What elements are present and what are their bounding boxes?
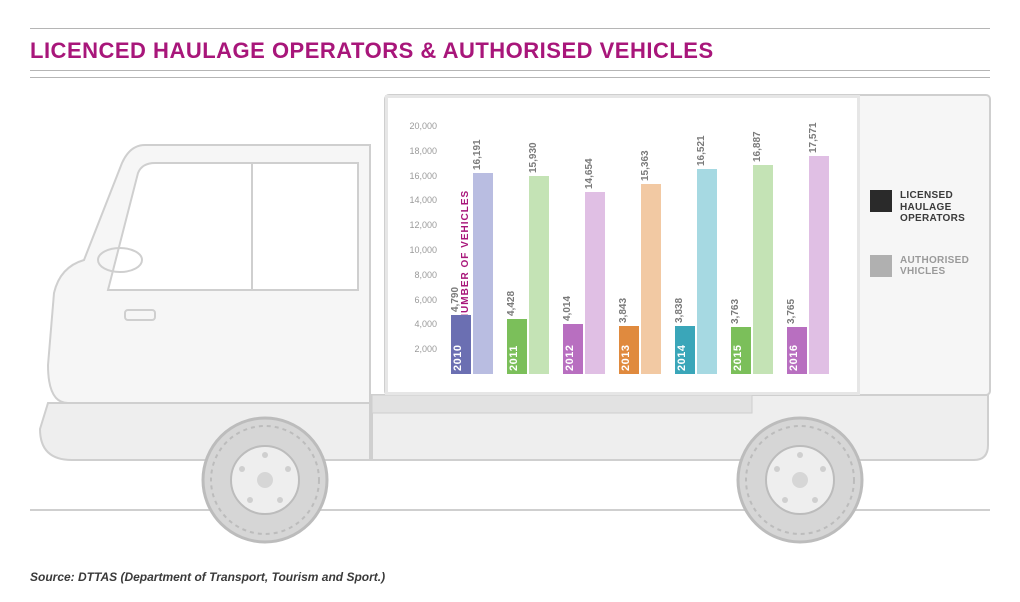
bars-container: 4,790201016,1914,428201115,9304,01420121… xyxy=(440,126,840,374)
bar-label: 3,765 xyxy=(786,299,797,324)
page-title: LICENCED HAULAGE OPERATORS & AUTHORISED … xyxy=(30,38,714,64)
bar-label: 3,763 xyxy=(730,299,741,324)
bar-label: 16,887 xyxy=(752,131,763,162)
legend-swatch-operators xyxy=(870,190,892,212)
year-label: 2013 xyxy=(620,345,632,371)
bar-label: 16,521 xyxy=(696,136,707,167)
bar-vehicles-2016: 17,571 xyxy=(809,156,829,374)
source-text: Source: DTTAS (Department of Transport, … xyxy=(30,570,385,584)
legend-swatch-vehicles xyxy=(870,255,892,277)
bar-operators-2012: 4,0142012 xyxy=(563,324,583,374)
bar-operators-2016: 3,7652016 xyxy=(787,327,807,374)
bar-operators-2013: 3,8432013 xyxy=(619,326,639,374)
chart-area: NUMBER OF VEHICLES 20,00018,00016,00014,… xyxy=(440,126,840,374)
bar-label: 3,838 xyxy=(674,298,685,323)
legend-label-operators: LICENSEDHAULAGEOPERATORS xyxy=(900,190,965,225)
bar-vehicles-2012: 14,654 xyxy=(585,192,605,374)
rule-top xyxy=(30,28,990,29)
year-group-2016: 3,765201617,571 xyxy=(787,156,829,374)
bar-label: 16,191 xyxy=(472,140,483,171)
year-label: 2011 xyxy=(508,345,520,371)
year-group-2010: 4,790201016,191 xyxy=(451,173,493,374)
bar-label: 3,843 xyxy=(618,298,629,323)
year-group-2011: 4,428201115,930 xyxy=(507,176,549,374)
year-label: 2014 xyxy=(676,345,688,371)
year-group-2013: 3,843201315,363 xyxy=(619,184,661,375)
legend: LICENSEDHAULAGEOPERATORS AUTHORISEDVHICL… xyxy=(870,190,1000,308)
year-label: 2016 xyxy=(788,345,800,371)
bar-operators-2014: 3,8382014 xyxy=(675,326,695,374)
year-group-2014: 3,838201416,521 xyxy=(675,169,717,374)
bar-vehicles-2015: 16,887 xyxy=(753,165,773,374)
bar-label: 4,428 xyxy=(506,291,517,316)
chart-panel: NUMBER OF VEHICLES 20,00018,00016,00014,… xyxy=(385,95,860,395)
bar-label: 15,363 xyxy=(640,150,651,181)
year-label: 2010 xyxy=(452,345,464,371)
legend-item-operators: LICENSEDHAULAGEOPERATORS xyxy=(870,190,1000,225)
bar-label: 14,654 xyxy=(584,159,595,190)
bar-label: 17,571 xyxy=(808,123,819,154)
year-label: 2015 xyxy=(732,345,744,371)
bar-label: 4,014 xyxy=(562,296,573,321)
year-group-2012: 4,014201214,654 xyxy=(563,192,605,374)
bar-operators-2010: 4,7902010 xyxy=(451,315,471,374)
bar-vehicles-2010: 16,191 xyxy=(473,173,493,374)
year-group-2015: 3,763201516,887 xyxy=(731,165,773,374)
bar-operators-2015: 3,7632015 xyxy=(731,327,751,374)
rule-bottom xyxy=(30,70,990,78)
year-label: 2012 xyxy=(564,345,576,371)
legend-label-vehicles: AUTHORISEDVHICLES xyxy=(900,255,969,278)
bar-vehicles-2011: 15,930 xyxy=(529,176,549,374)
bar-label: 15,930 xyxy=(528,143,539,174)
bar-vehicles-2014: 16,521 xyxy=(697,169,717,374)
bar-operators-2011: 4,4282011 xyxy=(507,319,527,374)
legend-item-vehicles: AUTHORISEDVHICLES xyxy=(870,255,1000,278)
bar-vehicles-2013: 15,363 xyxy=(641,184,661,375)
bar-label: 4,790 xyxy=(450,287,461,312)
